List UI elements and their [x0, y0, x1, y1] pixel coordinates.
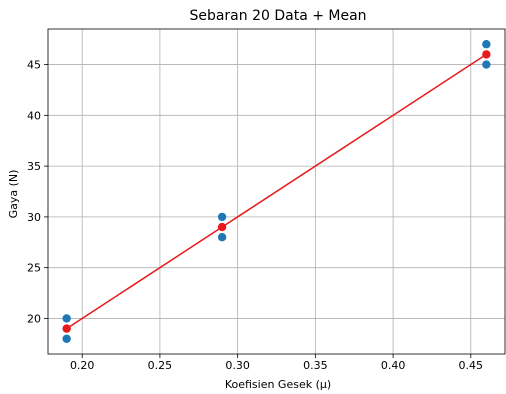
- series-layer: [62, 40, 491, 343]
- data-point: [482, 60, 491, 69]
- ticks: 0.20 0.25 0.30 0.35 0.40 0.45 20 25 30 35 40 45: [27, 59, 483, 372]
- y-tick-label: 30: [27, 211, 41, 224]
- x-tick-label: 0.35: [303, 359, 328, 372]
- mean-point: [217, 222, 227, 232]
- x-axis-label: Koefisien Gesek (μ): [225, 378, 331, 391]
- data-point: [482, 40, 491, 49]
- data-point: [217, 233, 227, 242]
- plot-frame: [47, 28, 506, 355]
- chart-title: Sebaran 20 Data + Mean: [189, 8, 366, 24]
- y-tick-label: 25: [27, 262, 41, 275]
- x-tick-label: 0.25: [148, 359, 173, 372]
- mean-point: [62, 324, 71, 333]
- x-tick-label: 0.45: [459, 359, 484, 372]
- y-tick-label: 45: [27, 59, 41, 72]
- y-axis-label: Gaya (N): [7, 170, 20, 219]
- y-tick-label: 35: [27, 160, 41, 173]
- data-point: [62, 314, 71, 323]
- data-point: [62, 334, 71, 343]
- y-tick-label: 20: [27, 312, 41, 325]
- x-tick-label: 0.40: [381, 359, 406, 372]
- grid: [48, 29, 505, 354]
- x-tick-label: 0.30: [225, 359, 250, 372]
- mean-point: [482, 50, 491, 59]
- y-tick-label: 40: [27, 109, 41, 122]
- data-point: [217, 212, 227, 222]
- x-tick-label: 0.20: [70, 359, 95, 372]
